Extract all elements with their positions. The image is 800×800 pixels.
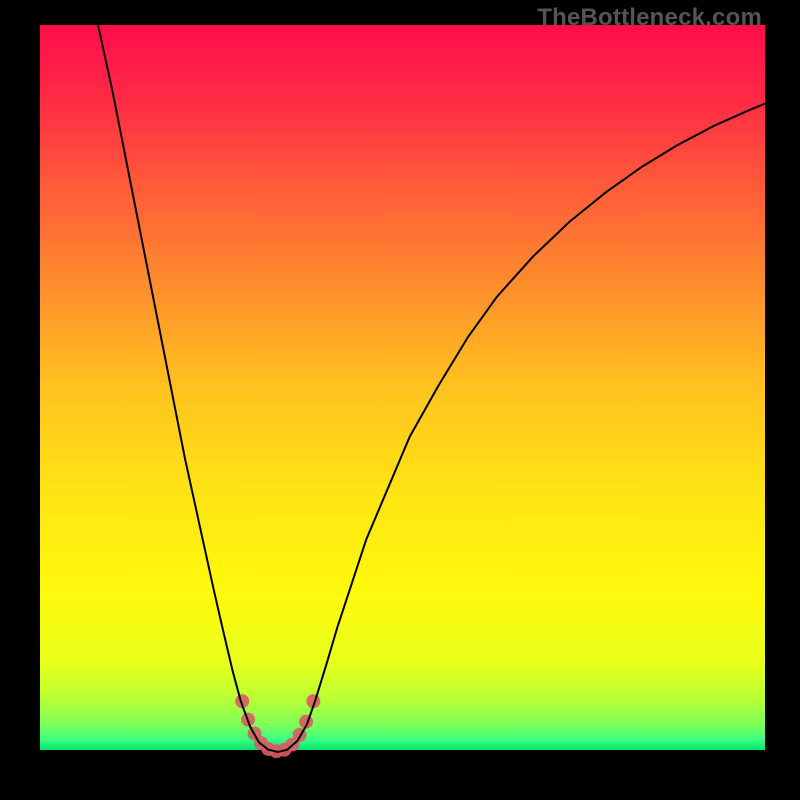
- highlight-markers: [235, 694, 320, 758]
- watermark-text: TheBottleneck.com: [537, 4, 762, 32]
- plot-area: [40, 25, 765, 760]
- bottleneck-curve-path: [98, 25, 765, 752]
- curve-layer: [40, 25, 765, 760]
- chart-frame: TheBottleneck.com: [0, 0, 800, 800]
